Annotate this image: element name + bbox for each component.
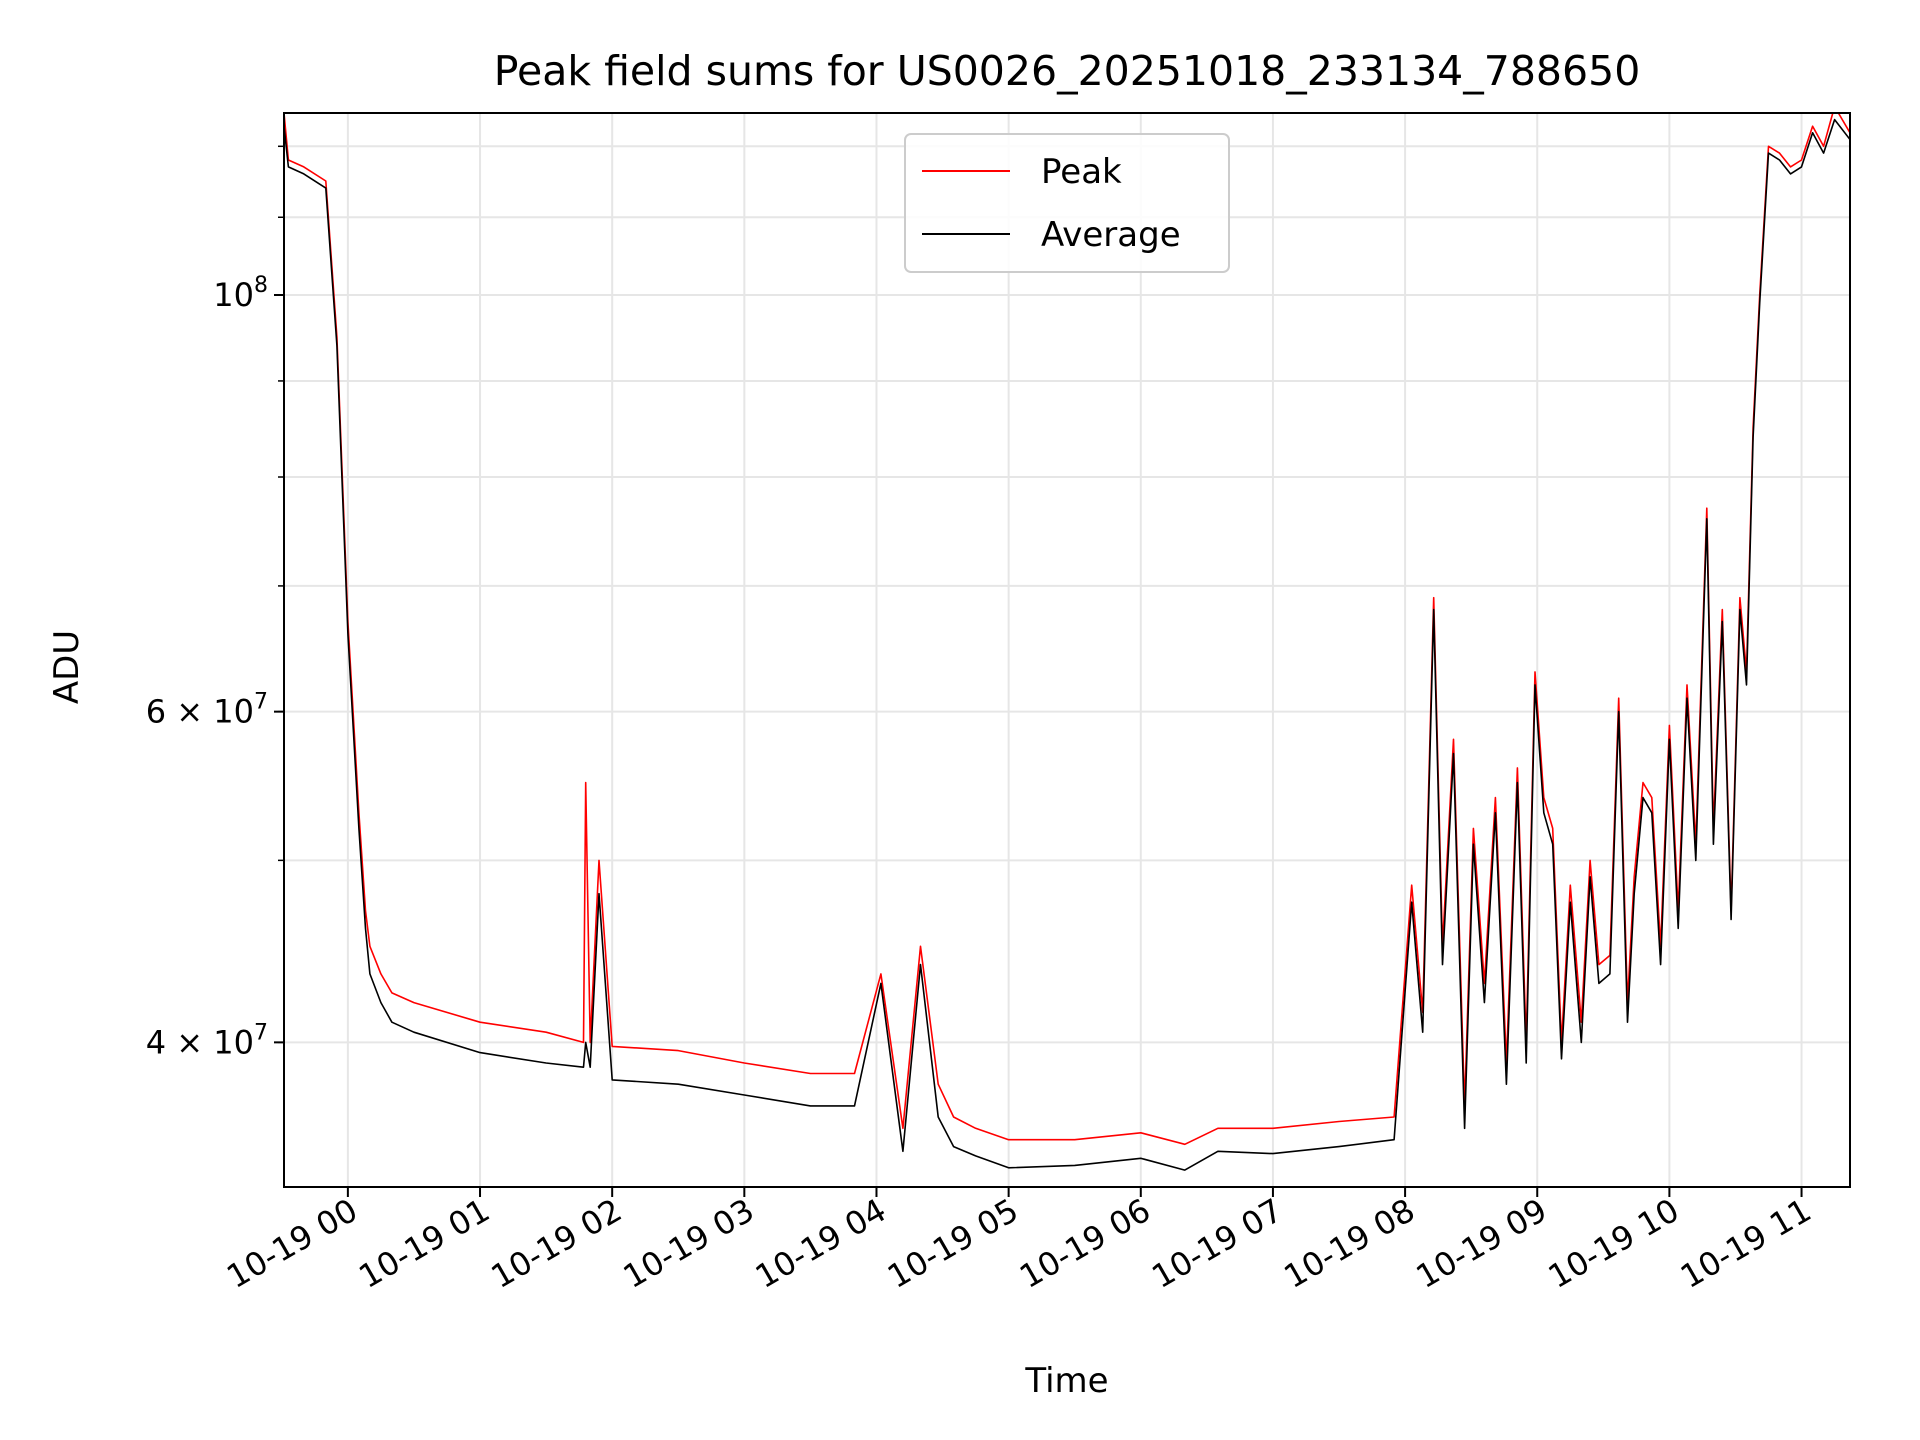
plot-frame	[283, 112, 1851, 1188]
legend: Peak Average	[904, 133, 1230, 273]
y-axis-label: ADU	[47, 630, 87, 704]
legend-box	[904, 133, 1230, 273]
chart-title: Peak field sums for US0026_20251018_2331…	[494, 47, 1641, 95]
legend-label: Average	[1041, 215, 1181, 255]
series-layer	[284, 113, 1850, 1171]
y-tick-label: 6 × 107	[146, 690, 268, 731]
x-axis-label: Time	[1024, 1361, 1108, 1401]
grid	[284, 113, 1850, 1187]
series-line-average	[284, 118, 1850, 1171]
legend-label: Peak	[1041, 152, 1122, 192]
y-tick-label: 4 × 107	[146, 1020, 268, 1061]
